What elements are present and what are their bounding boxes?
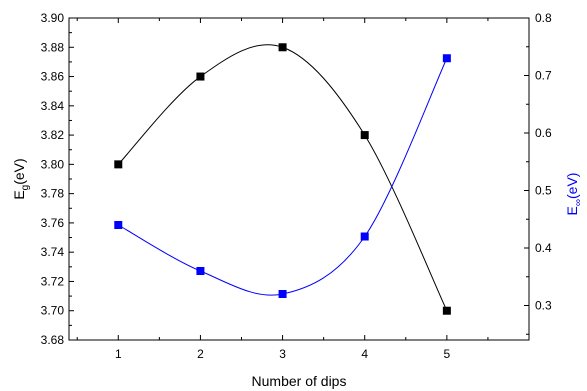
right-tick-label: 0.4 (535, 241, 552, 255)
right-tick-label: 0.8 (535, 11, 552, 25)
left-tick-label: 3.76 (41, 216, 65, 230)
x-tick-label: 3 (279, 347, 286, 361)
einf-series-line (118, 58, 448, 296)
right-axis-title-sub: ∞ (573, 199, 584, 206)
eg-data-point (278, 43, 287, 52)
x-tick-label: 4 (361, 347, 368, 361)
left-tick-label: 3.74 (41, 245, 65, 259)
eg-data-point (196, 72, 205, 81)
einf-data-point (360, 232, 369, 241)
left-axis-title: Eg(eV) (11, 158, 31, 199)
axes-layer (68, 17, 530, 341)
eg-data-point (114, 160, 123, 169)
left-tick-label: 3.78 (41, 187, 65, 201)
plot-frame (68, 17, 530, 341)
right-axis-title: E∞(eV) (564, 173, 584, 216)
x-tick-label: 1 (115, 347, 122, 361)
left-axis-title-main: E (11, 190, 27, 199)
ticks-layer: 1 2 3 4 5 3.68 3.70 3.72 3.74 3.76 3.78 3.80 3.82 3.8… (41, 11, 552, 361)
right-tick-label: 0.6 (535, 126, 552, 140)
left-axis-title-sub: g (20, 185, 31, 191)
eg-data-point (360, 131, 369, 140)
right-axis-title-unit: (eV) (564, 173, 580, 199)
eg-data-point (442, 306, 451, 315)
right-tick-label: 0.3 (535, 299, 552, 313)
left-tick-label: 3.90 (41, 11, 65, 25)
einf-data-point (114, 221, 123, 229)
einf-data-point (196, 267, 205, 275)
einf-data-point (442, 54, 451, 63)
left-tick-label: 3.72 (41, 274, 65, 288)
x-tick-label: 2 (197, 347, 204, 361)
left-tick-label: 3.68 (41, 333, 65, 347)
einf-data-point (278, 290, 287, 298)
left-axis-title-unit: (eV) (11, 158, 27, 184)
series-layer (114, 43, 451, 315)
left-tick-label: 3.86 (41, 70, 65, 84)
x-tick-label: 5 (444, 347, 451, 361)
left-tick-label: 3.70 (41, 304, 65, 318)
right-tick-label: 0.5 (535, 184, 552, 198)
eg-series-line (117, 44, 448, 311)
right-axis-title-main: E (564, 206, 580, 215)
right-tick-label: 0.7 (535, 69, 552, 83)
left-tick-label: 3.80 (41, 157, 65, 171)
left-tick-label: 3.82 (41, 128, 65, 142)
left-tick-label: 3.84 (41, 99, 65, 113)
left-tick-label: 3.88 (41, 40, 65, 54)
x-axis-title: Number of dips (252, 373, 347, 389)
